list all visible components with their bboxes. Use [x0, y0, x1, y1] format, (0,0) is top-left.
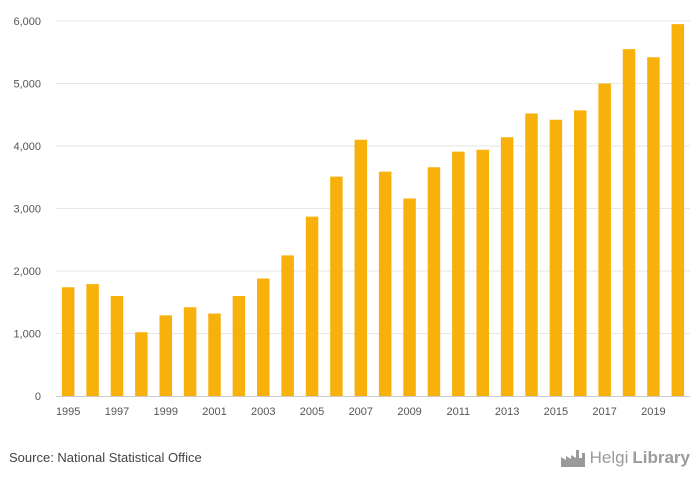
bar-2001[interactable]	[208, 313, 221, 397]
x-tick-label: 1997	[105, 406, 129, 418]
bar-2007[interactable]	[354, 139, 368, 396]
bar-1998[interactable]	[135, 332, 148, 396]
bar-2008[interactable]	[378, 171, 392, 396]
x-tick-label: 2011	[447, 406, 471, 418]
bar-2013[interactable]	[500, 137, 514, 396]
brand-logo[interactable]: Helgi Library	[560, 448, 690, 468]
bar-2011[interactable]	[452, 151, 465, 396]
bar-2014[interactable]	[525, 113, 538, 397]
y-tick-label: 3,000	[13, 204, 41, 216]
bar-2019[interactable]	[647, 57, 660, 396]
y-axis: 0 1,000 2,000 3,000 4,000 5,000 6,000	[13, 16, 41, 403]
bar-2009[interactable]	[403, 198, 416, 397]
brand-name-part2: Library	[632, 448, 690, 467]
y-tick-label: 4,000	[13, 141, 41, 153]
factory-icon	[560, 448, 586, 468]
bar-2004[interactable]	[281, 255, 294, 396]
x-tick-label: 2015	[544, 406, 568, 418]
bar-2012[interactable]	[476, 149, 489, 396]
x-tick-label: 2013	[495, 406, 519, 418]
x-tick-label: 2005	[300, 406, 324, 418]
bar-2010[interactable]	[427, 167, 441, 396]
bar-2005[interactable]	[305, 216, 319, 396]
bar-2000[interactable]	[183, 307, 197, 396]
y-tick-label: 5,000	[13, 79, 41, 91]
bar-1995[interactable]	[61, 287, 75, 396]
bar-chart: 0 1,000 2,000 3,000 4,000 5,000 6,000 1995 1997…	[13, 16, 690, 418]
y-tick-label: 1,000	[13, 329, 41, 341]
bar-2006[interactable]	[330, 176, 343, 396]
gridlines	[56, 20, 690, 334]
y-tick-label: 6,000	[13, 16, 41, 28]
x-tick-label: 1995	[56, 406, 80, 418]
x-tick-label: 1999	[153, 406, 177, 418]
bars	[61, 24, 685, 397]
bar-1999[interactable]	[159, 315, 172, 396]
bar-2016[interactable]	[574, 110, 587, 396]
bar-2003[interactable]	[257, 278, 270, 397]
bar-2015[interactable]	[549, 119, 563, 396]
x-tick-label: 2017	[592, 406, 616, 418]
x-tick-label: 2001	[202, 406, 226, 418]
brand-name-part1: Helgi	[589, 448, 629, 467]
y-tick-label: 0	[35, 391, 41, 403]
x-tick-label: 2003	[251, 406, 275, 418]
x-tick-label: 2009	[397, 406, 421, 418]
bar-1996[interactable]	[86, 284, 99, 396]
x-axis: 1995 1997 1999 2001 2003 2005 2007 2009 2011 2013…	[56, 406, 666, 418]
y-tick-label: 2,000	[13, 266, 41, 278]
source-note: Source: National Statistical Office	[9, 450, 202, 465]
bar-2020[interactable]	[671, 24, 685, 396]
x-tick-label: 2007	[349, 406, 373, 418]
bar-1997[interactable]	[110, 296, 124, 396]
bar-2002[interactable]	[232, 296, 246, 396]
bar-2017[interactable]	[598, 83, 611, 397]
x-tick-label: 2019	[641, 406, 665, 418]
bar-2018[interactable]	[622, 49, 636, 396]
